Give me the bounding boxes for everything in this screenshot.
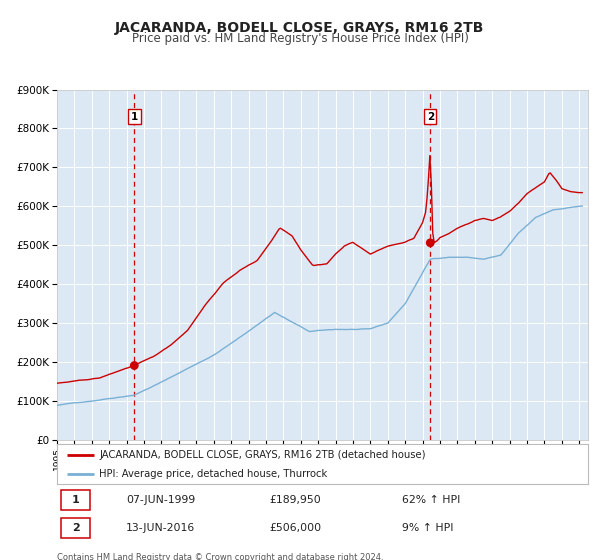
Text: HPI: Average price, detached house, Thurrock: HPI: Average price, detached house, Thur…: [100, 469, 328, 478]
Text: JACARANDA, BODELL CLOSE, GRAYS, RM16 2TB: JACARANDA, BODELL CLOSE, GRAYS, RM16 2TB: [115, 21, 485, 35]
Text: 1: 1: [72, 495, 79, 505]
Text: JACARANDA, BODELL CLOSE, GRAYS, RM16 2TB (detached house): JACARANDA, BODELL CLOSE, GRAYS, RM16 2TB…: [100, 450, 426, 460]
Text: 2: 2: [427, 112, 434, 122]
Text: 13-JUN-2016: 13-JUN-2016: [126, 523, 195, 533]
FancyBboxPatch shape: [61, 490, 91, 510]
Text: £189,950: £189,950: [269, 495, 321, 505]
Text: 2: 2: [72, 523, 79, 533]
Text: Price paid vs. HM Land Registry's House Price Index (HPI): Price paid vs. HM Land Registry's House …: [131, 32, 469, 45]
Text: 62% ↑ HPI: 62% ↑ HPI: [402, 495, 461, 505]
Text: Contains HM Land Registry data © Crown copyright and database right 2024.: Contains HM Land Registry data © Crown c…: [57, 553, 383, 560]
Text: 07-JUN-1999: 07-JUN-1999: [126, 495, 195, 505]
FancyBboxPatch shape: [61, 518, 91, 538]
Text: 9% ↑ HPI: 9% ↑ HPI: [402, 523, 454, 533]
Point: [425, 239, 435, 248]
Text: 1: 1: [131, 112, 138, 122]
Point: [130, 361, 139, 370]
Text: £506,000: £506,000: [269, 523, 322, 533]
